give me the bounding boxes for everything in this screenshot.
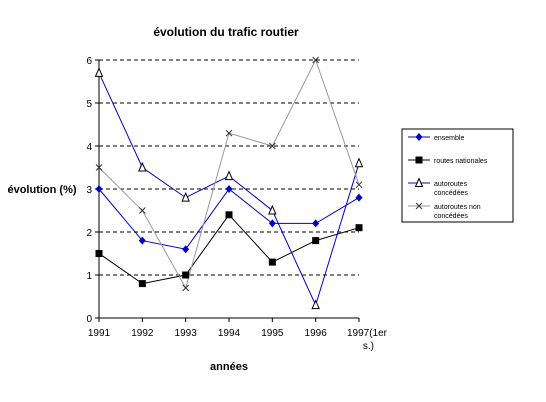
chart-title: évolution du trafic routier bbox=[153, 25, 299, 39]
data-point-stroke bbox=[225, 129, 233, 137]
data-point bbox=[138, 236, 146, 245]
y-axis-label: évolution (%) bbox=[7, 184, 76, 196]
y-tick-label: 2 bbox=[86, 228, 92, 239]
data-point bbox=[225, 185, 233, 193]
legend-label: autoroutes non concédées bbox=[434, 204, 481, 220]
x-tick-label: 1991 bbox=[88, 328, 111, 339]
data-point bbox=[312, 219, 320, 228]
x-axis-label: années bbox=[210, 361, 248, 373]
data-point-stroke bbox=[138, 207, 146, 214]
legend: ensemble routes nationales autoroutes concé… bbox=[401, 128, 514, 223]
data-point bbox=[312, 237, 320, 245]
series-line bbox=[98, 214, 360, 285]
series-line bbox=[98, 188, 360, 250]
data-point bbox=[182, 284, 190, 292]
data-point-stroke bbox=[268, 142, 276, 150]
data-point bbox=[225, 211, 233, 219]
legend-marker bbox=[415, 156, 423, 164]
data-point-stroke bbox=[95, 164, 103, 171]
data-point bbox=[95, 164, 103, 171]
data-point bbox=[354, 157, 364, 168]
data-point-stroke bbox=[182, 284, 190, 292]
data-point bbox=[138, 161, 147, 172]
data-point bbox=[95, 250, 103, 257]
x-ticks: 1991 1992 1993 1994 1995 1996 1997(1er s.) bbox=[88, 318, 388, 352]
data-point bbox=[268, 142, 276, 150]
data-point bbox=[224, 170, 234, 181]
data-point bbox=[182, 245, 190, 254]
legend-label: autoroutes concédées bbox=[434, 181, 468, 197]
grid bbox=[99, 59, 359, 276]
data-point-stroke bbox=[312, 56, 320, 64]
data-point bbox=[95, 185, 103, 193]
y-tick-label: 1 bbox=[86, 271, 92, 282]
x-tick-label: 1995 bbox=[261, 328, 284, 339]
legend-marker-stroke bbox=[415, 202, 423, 210]
x-tick-label: 1993 bbox=[175, 328, 198, 339]
data-point bbox=[355, 224, 363, 232]
data-point bbox=[268, 219, 276, 228]
y-tick-label: 6 bbox=[86, 56, 92, 67]
y-tick-label: 3 bbox=[86, 185, 92, 196]
legend-label: ensemble bbox=[434, 135, 464, 142]
data-point bbox=[94, 67, 104, 77]
data-point bbox=[268, 204, 277, 215]
x-tick-label: 1997(1er s.) bbox=[347, 328, 388, 352]
x-tick-label: 1992 bbox=[131, 328, 154, 339]
data-point bbox=[268, 258, 276, 266]
data-point-stroke bbox=[355, 181, 363, 189]
data-point bbox=[312, 56, 320, 64]
x-tick-label: 1996 bbox=[305, 328, 328, 339]
data-point bbox=[225, 129, 233, 137]
legend-label: routes nationales bbox=[434, 158, 488, 165]
series bbox=[94, 56, 364, 310]
legend-marker bbox=[415, 133, 423, 141]
data-point bbox=[355, 193, 363, 202]
data-point bbox=[138, 207, 146, 214]
data-point bbox=[311, 299, 320, 310]
y-tick-label: 0 bbox=[86, 314, 92, 325]
data-point bbox=[138, 280, 146, 288]
legend-marker bbox=[414, 177, 424, 187]
data-point bbox=[182, 271, 190, 279]
data-point bbox=[181, 191, 190, 202]
y-tick-label: 5 bbox=[86, 99, 92, 110]
data-point bbox=[355, 181, 363, 189]
legend-marker bbox=[415, 202, 423, 210]
x-tick-label: 1994 bbox=[218, 328, 241, 339]
y-tick-label: 4 bbox=[86, 142, 92, 153]
